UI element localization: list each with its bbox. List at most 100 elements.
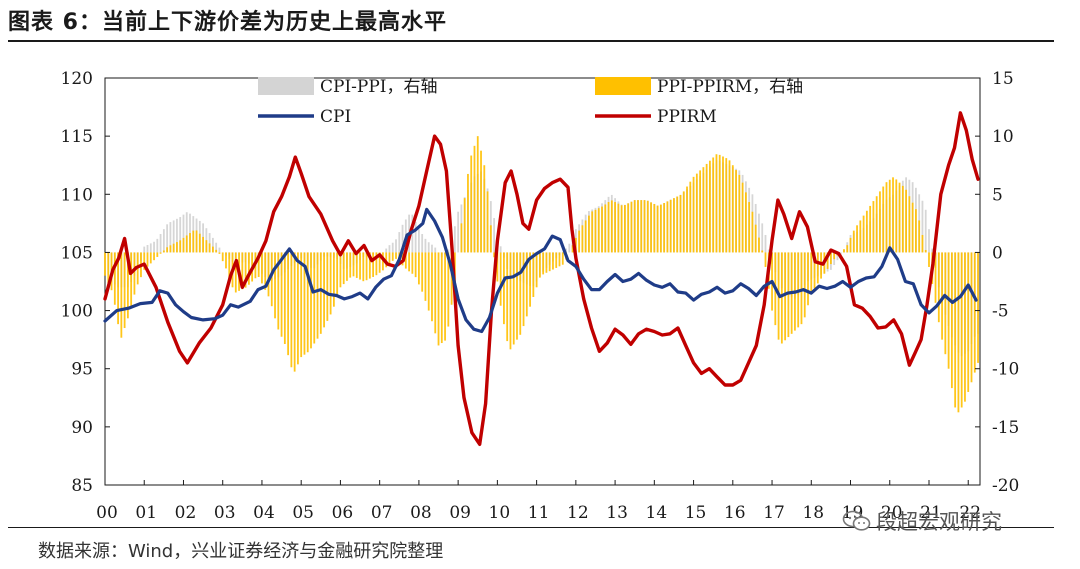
bar-ppi-ppirm [673, 198, 675, 253]
bar-ppi-ppirm [205, 240, 208, 253]
bar-cpi-ppi [208, 233, 211, 253]
bar-cpi-ppi [761, 223, 764, 253]
bar-ppi-ppirm [535, 252, 538, 288]
bar-ppi-ppirm [117, 252, 119, 325]
x-tick-label: 06 [332, 503, 354, 523]
bar-ppi-ppirm [888, 179, 891, 253]
bar-ppi-ppirm [784, 252, 787, 341]
bar-ppi-ppirm [189, 233, 191, 253]
bar-ppi-ppirm [382, 252, 384, 271]
bar-ppi-ppirm [643, 200, 646, 253]
bar-ppi-ppirm [215, 249, 218, 253]
bar-ppi-ppirm [274, 252, 276, 319]
bar-ppi-ppirm [807, 252, 809, 306]
left-tick-label: 105 [61, 243, 93, 263]
bar-ppi-ppirm [372, 252, 375, 277]
bar-ppi-ppirm [179, 240, 182, 253]
bar-ppi-ppirm [865, 210, 868, 253]
bar-ppi-ppirm [947, 252, 950, 369]
bar-ppi-ppirm [656, 205, 659, 253]
bar-ppi-ppirm [473, 145, 476, 253]
bar-ppi-ppirm [159, 252, 162, 254]
bar-ppi-ppirm [113, 252, 116, 305]
bar-ppi-ppirm [460, 223, 463, 253]
bar-ppi-ppirm [744, 192, 747, 253]
bar-ppi-ppirm [208, 243, 211, 253]
bar-ppi-ppirm [735, 170, 737, 253]
bar-ppi-ppirm [437, 252, 440, 346]
left-tick-label: 90 [71, 418, 93, 438]
bar-ppi-ppirm [346, 252, 348, 281]
bar-ppi-ppirm [414, 252, 417, 278]
bar-ppi-ppirm [418, 252, 420, 285]
bar-cpi-ppi [388, 245, 391, 253]
bar-ppi-ppirm [267, 252, 270, 297]
bar-cpi-ppi [156, 238, 159, 253]
bar-ppi-ppirm [467, 173, 469, 253]
bar-ppi-ppirm [434, 252, 437, 334]
bar-ppi-ppirm [516, 252, 518, 340]
bar-ppi-ppirm [552, 252, 554, 270]
bar-ppi-ppirm [712, 157, 715, 253]
bar-ppi-ppirm [185, 235, 188, 253]
bar-ppi-ppirm [228, 252, 231, 278]
bar-ppi-ppirm [869, 205, 872, 253]
bar-ppi-ppirm [332, 252, 335, 307]
bar-ppi-ppirm [277, 252, 280, 330]
bar-cpi-ppi [457, 211, 460, 253]
x-tick-label: 14 [646, 503, 668, 523]
bar-ppi-ppirm [591, 211, 594, 253]
bar-ppi-ppirm [153, 252, 155, 261]
bar-ppi-ppirm [146, 252, 149, 267]
bar-ppi-ppirm [659, 204, 662, 253]
x-tick-label: 05 [292, 503, 314, 523]
bar-ppi-ppirm [257, 252, 260, 277]
bar-ppi-ppirm [300, 252, 303, 358]
bar-ppi-ppirm [329, 252, 332, 315]
x-tick-label: 03 [214, 503, 236, 523]
bar-ppi-ppirm [882, 186, 885, 253]
bar-ppi-ppirm [270, 252, 273, 307]
bar-cpi-ppi [758, 213, 760, 253]
legend-label: CPI [320, 107, 351, 127]
bar-ppi-ppirm [532, 252, 535, 298]
bar-ppi-ppirm [336, 252, 339, 298]
x-tick-label: 13 [606, 503, 628, 523]
bar-ppi-ppirm [503, 252, 505, 325]
bar-ppi-ppirm [525, 252, 528, 317]
bar-ppi-ppirm [627, 203, 630, 253]
bar-ppi-ppirm [444, 252, 446, 341]
left-tick-label: 110 [61, 185, 93, 205]
bar-ppi-ppirm [166, 247, 169, 253]
bar-ppi-ppirm [676, 196, 679, 253]
bar-cpi-ppi [414, 221, 417, 253]
bar-ppi-ppirm [120, 252, 123, 338]
right-tick-label: 0 [992, 243, 1003, 263]
bar-ppi-ppirm [375, 252, 378, 276]
bar-ppi-ppirm [872, 201, 875, 253]
bar-ppi-ppirm [640, 200, 643, 253]
bar-ppi-ppirm [411, 252, 414, 274]
bar-cpi-ppi [166, 224, 169, 253]
bar-ppi-ppirm [359, 252, 361, 280]
bar-ppi-ppirm [604, 204, 607, 253]
bar-ppi-ppirm [489, 225, 492, 253]
bar-cpi-ppi [153, 241, 155, 253]
bar-ppi-ppirm [849, 237, 852, 253]
bar-ppi-ppirm [571, 245, 574, 253]
right-tick-label: -5 [992, 302, 1009, 322]
bar-ppi-ppirm [856, 225, 858, 253]
bar-cpi-ppi [427, 242, 430, 253]
x-tick-label: 08 [410, 503, 432, 523]
bar-ppi-ppirm [283, 252, 286, 345]
bar-ppi-ppirm [637, 200, 639, 253]
cpi-line [103, 207, 978, 334]
bar-ppi-ppirm [944, 252, 947, 355]
bar-ppi-ppirm [162, 250, 165, 253]
bar-ppi-ppirm [280, 252, 283, 337]
x-tick-label: 18 [802, 503, 824, 523]
bar-ppi-ppirm [303, 252, 306, 355]
bar-ppi-ppirm [748, 202, 751, 253]
bar-ppi-ppirm [826, 252, 829, 269]
bar-cpi-ppi [395, 239, 397, 253]
